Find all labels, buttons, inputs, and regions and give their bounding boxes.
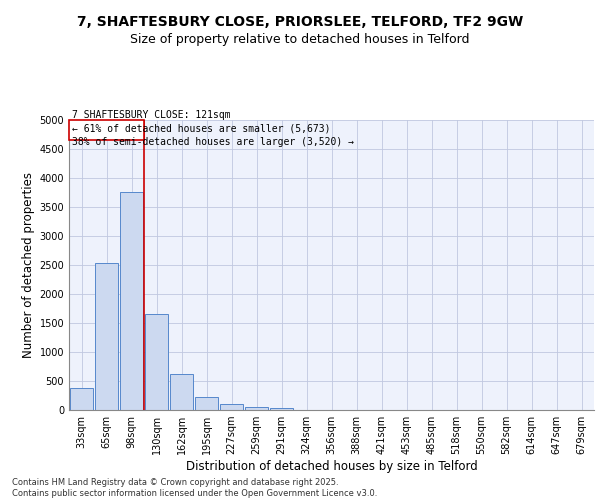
- Bar: [119, 192, 143, 410]
- Text: Size of property relative to detached houses in Telford: Size of property relative to detached ho…: [130, 32, 470, 46]
- Bar: [269, 408, 293, 410]
- Bar: [145, 314, 169, 410]
- Bar: [70, 388, 94, 410]
- Text: 7 SHAFTESBURY CLOSE: 121sqm
← 61% of detached houses are smaller (5,673)
38% of : 7 SHAFTESBURY CLOSE: 121sqm ← 61% of det…: [71, 110, 353, 146]
- Text: Contains HM Land Registry data © Crown copyright and database right 2025.
Contai: Contains HM Land Registry data © Crown c…: [12, 478, 377, 498]
- Text: 7, SHAFTESBURY CLOSE, PRIORSLEE, TELFORD, TF2 9GW: 7, SHAFTESBURY CLOSE, PRIORSLEE, TELFORD…: [77, 15, 523, 29]
- Bar: [95, 262, 118, 410]
- Bar: [170, 374, 193, 410]
- Bar: [194, 396, 218, 410]
- Bar: [245, 407, 268, 410]
- X-axis label: Distribution of detached houses by size in Telford: Distribution of detached houses by size …: [185, 460, 478, 473]
- Bar: [220, 404, 244, 410]
- Bar: [69, 120, 144, 141]
- Y-axis label: Number of detached properties: Number of detached properties: [22, 172, 35, 358]
